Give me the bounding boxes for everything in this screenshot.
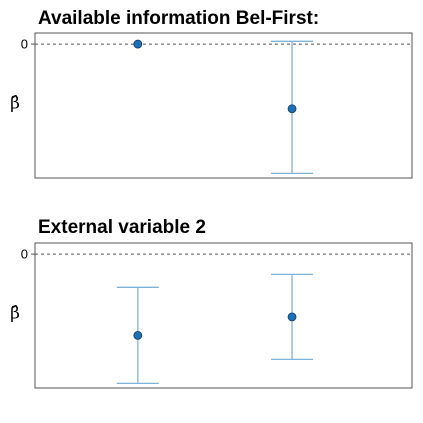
panel-1-estimate-point-0	[133, 39, 143, 49]
panel-2-y-axis-label: β̂	[10, 303, 20, 323]
panel-1-title: Available information Bel-First:	[38, 8, 320, 29]
panel-2-estimate-point-0	[133, 330, 143, 340]
panel-2-title: External variable 2	[38, 217, 206, 238]
panel-1-plot-frame	[34, 32, 413, 179]
panel-1-ytick-label-0: 0	[21, 37, 28, 52]
panel-2-estimate-point-1	[287, 312, 297, 322]
panel-2-ytick-label-0: 0	[21, 247, 28, 262]
panel-2-plot-frame	[34, 242, 413, 389]
panel-1-y-axis-label: β̂	[10, 93, 20, 113]
panel-1-estimate-point-1	[287, 104, 297, 114]
